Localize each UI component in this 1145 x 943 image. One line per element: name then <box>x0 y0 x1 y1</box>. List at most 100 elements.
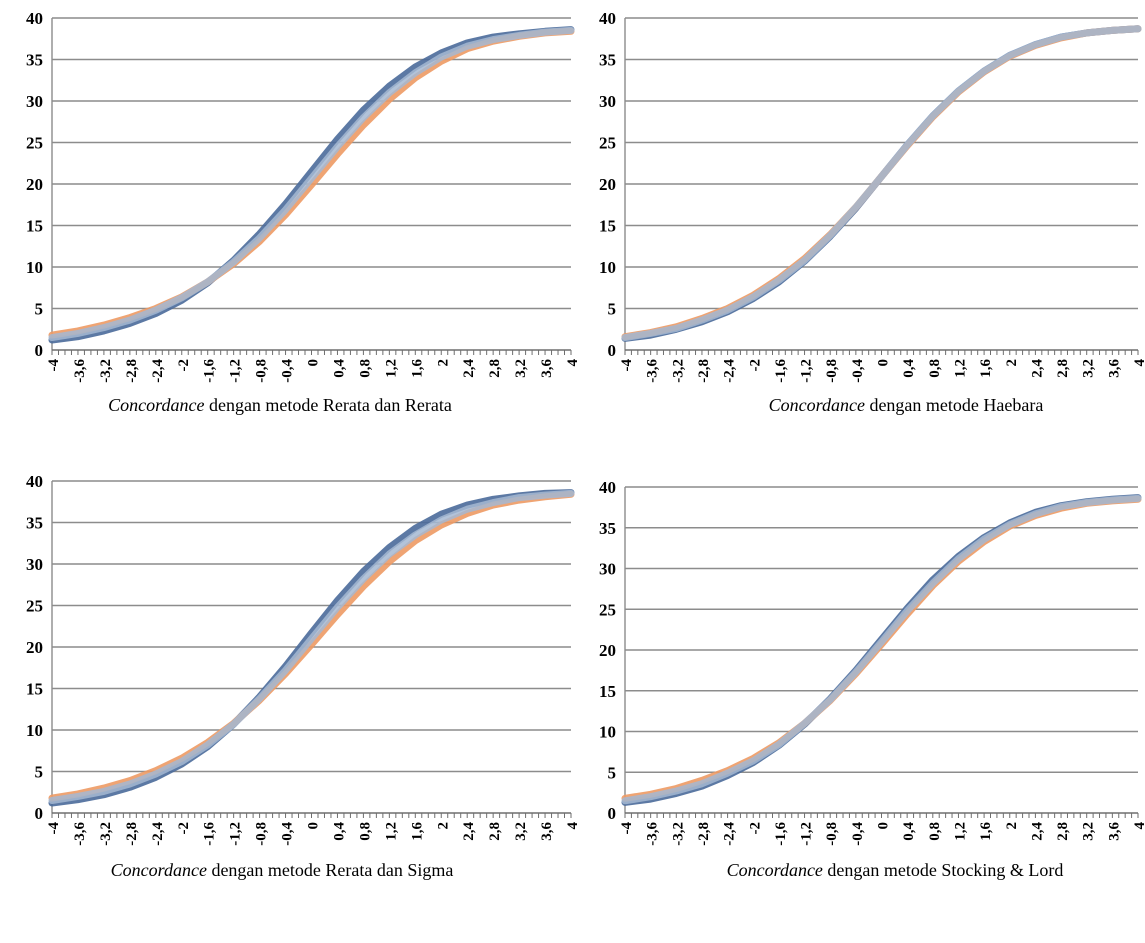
x-tick-label: -1,6 <box>773 822 789 846</box>
x-tick-label: 1,6 <box>978 359 994 378</box>
x-tick-label: 1,6 <box>409 822 425 841</box>
x-tick-label: 4 <box>1132 359 1145 367</box>
x-tick-label: 0 <box>306 359 322 367</box>
y-tick-label: 20 <box>599 175 616 194</box>
series-line-2 <box>621 495 1142 802</box>
y-tick-label: 15 <box>599 217 616 236</box>
y-tick-label: 10 <box>599 258 616 277</box>
x-tick-label: 3,2 <box>1081 822 1097 841</box>
x-tick-label: -0,4 <box>850 822 866 846</box>
x-tick-label: 0,8 <box>927 359 943 378</box>
x-tick-label: -2 <box>176 822 192 835</box>
y-tick-label: 25 <box>26 597 43 616</box>
y-tick-label: 20 <box>599 641 616 660</box>
x-tick-label: -2,8 <box>696 822 712 846</box>
caption-text: dengan metode Stocking & Lord <box>823 860 1063 880</box>
x-tick-label: -0,4 <box>850 359 866 383</box>
x-tick-label: 2,4 <box>461 359 477 378</box>
x-tick-label: 3,2 <box>1081 359 1097 378</box>
x-tick-label: 2,8 <box>487 359 503 378</box>
chart-caption: Concordance dengan metode Stocking & Lor… <box>727 860 1064 880</box>
x-tick-label: -0,8 <box>254 359 270 383</box>
caption-italic: Concordance <box>727 860 823 880</box>
x-tick-label: -1,6 <box>202 822 218 846</box>
x-tick-label: 1,2 <box>952 359 968 378</box>
y-tick-label: 10 <box>26 721 43 740</box>
x-tick-label: 3,6 <box>539 822 555 841</box>
y-tick-label: 0 <box>35 341 44 360</box>
x-tick-label: -2,8 <box>696 359 712 383</box>
x-tick-label: 1,6 <box>978 822 994 841</box>
x-tick-label: 4 <box>565 359 581 367</box>
x-tick-label: -2,4 <box>722 359 738 383</box>
y-tick-label: 25 <box>599 600 616 619</box>
x-tick-label: -3,6 <box>72 822 88 846</box>
y-tick-label: 5 <box>608 300 617 319</box>
x-tick-label: -0,8 <box>824 822 840 846</box>
x-tick-label: -3,6 <box>645 359 661 383</box>
x-tick-label: 2 <box>435 822 451 830</box>
x-tick-label: -2 <box>176 359 192 372</box>
y-tick-label: 40 <box>26 472 43 491</box>
x-tick-label: 2,8 <box>1055 822 1071 841</box>
x-tick-label: -2,4 <box>150 359 166 383</box>
caption-text: dengan metode Rerata dan Sigma <box>207 860 453 880</box>
x-tick-label: -0,4 <box>280 822 296 846</box>
x-tick-label: 1,2 <box>383 822 399 841</box>
chart-caption: Concordance dengan metode Haebara <box>769 395 1044 415</box>
x-tick-label: -3,2 <box>670 359 686 383</box>
caption-italic: Concordance <box>111 860 207 880</box>
x-tick-label: -1,2 <box>799 822 815 846</box>
y-tick-label: 10 <box>599 723 616 742</box>
chart-caption: Concordance dengan metode Rerata dan Sig… <box>111 860 454 880</box>
x-tick-label: 0 <box>876 359 892 367</box>
y-tick-label: 15 <box>26 217 43 236</box>
x-tick-label: -0,8 <box>254 822 270 846</box>
caption-text: dengan metode Rerata dan Rerata <box>204 395 451 415</box>
x-tick-label: 1,6 <box>409 359 425 378</box>
y-tick-label: 35 <box>26 514 43 533</box>
x-tick-label: 3,6 <box>539 359 555 378</box>
x-tick-label: 0,4 <box>331 359 347 378</box>
x-tick-label: 2,4 <box>1029 822 1045 841</box>
y-tick-label: 25 <box>599 134 616 153</box>
x-tick-label: -4 <box>619 359 635 372</box>
y-tick-label: 15 <box>26 680 43 699</box>
x-tick-label: -4 <box>46 359 62 372</box>
x-tick-label: 0 <box>876 822 892 830</box>
y-tick-label: 0 <box>35 804 44 823</box>
series-line-3 <box>48 489 575 804</box>
x-tick-label: 2,8 <box>1055 359 1071 378</box>
x-tick-label: -2 <box>747 359 763 372</box>
x-tick-label: 0,4 <box>901 822 917 841</box>
y-tick-label: 5 <box>608 763 617 782</box>
series-line-3 <box>621 494 1142 805</box>
x-tick-label: 2,4 <box>1029 359 1045 378</box>
y-tick-label: 0 <box>608 804 617 823</box>
x-tick-label: -3,2 <box>98 822 114 846</box>
x-tick-label: 2 <box>435 359 451 367</box>
x-tick-label: -1,2 <box>228 822 244 846</box>
x-tick-label: 3,6 <box>1106 359 1122 378</box>
x-tick-label: 3,2 <box>513 822 529 841</box>
y-tick-label: 25 <box>26 134 43 153</box>
x-tick-label: -3,2 <box>98 359 114 383</box>
y-tick-label: 30 <box>26 92 43 111</box>
x-tick-label: -0,8 <box>824 359 840 383</box>
x-tick-label: 0,8 <box>357 822 373 841</box>
x-tick-label: -1,2 <box>228 359 244 383</box>
y-tick-label: 30 <box>599 560 616 579</box>
x-tick-label: -2,8 <box>124 359 140 383</box>
y-tick-label: 30 <box>26 555 43 574</box>
y-tick-label: 40 <box>599 9 616 28</box>
y-tick-label: 0 <box>608 341 617 360</box>
x-tick-label: 2,4 <box>461 822 477 841</box>
x-tick-label: 4 <box>565 822 581 830</box>
series-line-3 <box>48 26 575 342</box>
y-tick-label: 20 <box>26 175 43 194</box>
x-tick-label: -2,4 <box>722 822 738 846</box>
